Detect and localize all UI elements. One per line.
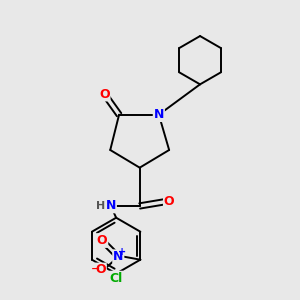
Text: H: H — [96, 201, 106, 211]
Text: O: O — [95, 263, 106, 277]
Text: O: O — [97, 234, 107, 247]
Text: O: O — [99, 88, 110, 100]
Text: O: O — [164, 195, 175, 208]
Text: +: + — [118, 247, 127, 257]
Text: −: − — [91, 263, 100, 274]
Text: N: N — [106, 200, 116, 212]
Text: N: N — [154, 108, 164, 121]
Text: N: N — [113, 250, 124, 263]
Text: Cl: Cl — [110, 272, 123, 285]
